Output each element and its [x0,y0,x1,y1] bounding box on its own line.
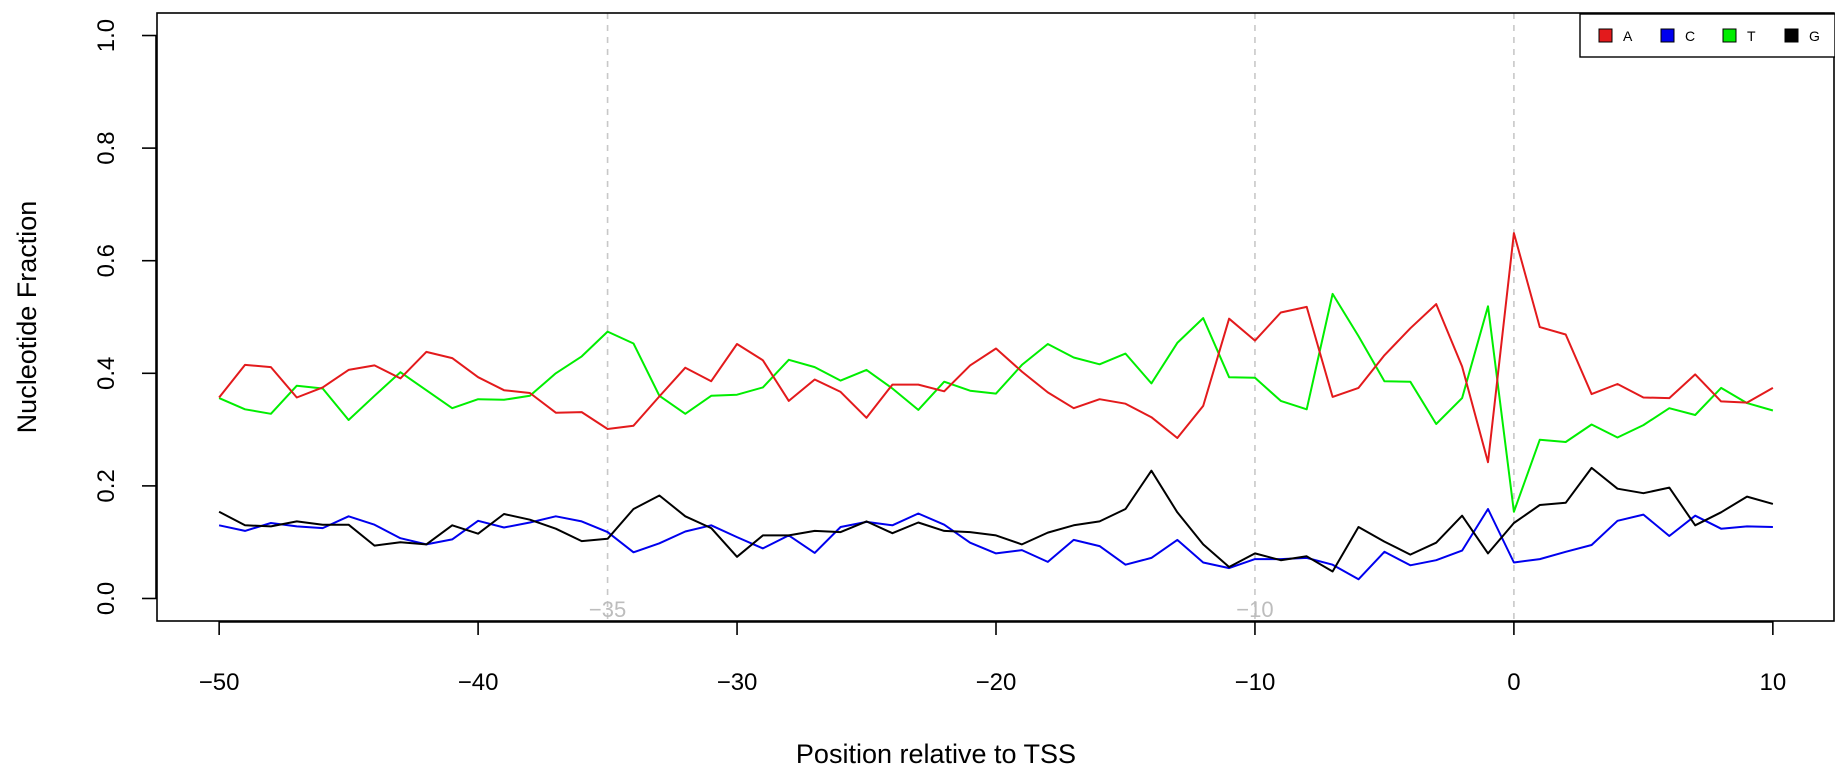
y-tick-label: 0.6 [93,244,120,277]
series-lines [218,232,1774,581]
x-axis: −50 −40 −30 −20 −10 0 10 [199,621,1786,696]
x-tick-label: −50 [199,669,240,696]
y-tick-label: 1.0 [93,19,120,52]
reference-line-label: −35 [589,597,626,622]
legend-label-G: G [1809,28,1820,44]
x-tick-label: 0 [1507,669,1520,696]
legend-swatch-C [1660,28,1675,43]
x-tick-label: −30 [717,669,758,696]
x-tick-label: −40 [458,669,499,696]
series-line-T [218,292,1774,513]
y-axis-title: Nucleotide Fraction [12,201,42,434]
x-tick-label: −20 [976,669,1017,696]
x-tick-label: −10 [1235,669,1276,696]
legend-swatch-A [1598,28,1613,43]
y-tick-label: 0.0 [93,582,120,615]
y-tick-label: 0.2 [93,469,120,502]
reference-line-label: −10 [1236,597,1273,622]
legend-label-C: C [1685,28,1695,44]
legend-swatch-G [1784,28,1799,43]
series-line-G [218,466,1774,573]
series-line-C [218,508,1773,581]
series-line-A [218,232,1774,464]
y-tick-label: 0.4 [93,357,120,390]
legend-swatch-T [1722,28,1737,43]
x-tick-label: 10 [1760,669,1787,696]
y-tick-label: 0.8 [93,131,120,164]
reference-lines: −35 −10 [589,13,1515,622]
y-axis: 0.0 0.2 0.4 0.6 0.8 1.0 [93,19,157,615]
legend-label-T: T [1747,28,1756,44]
x-axis-title: Position relative to TSS [796,739,1076,769]
legend-label-A: A [1623,28,1633,44]
